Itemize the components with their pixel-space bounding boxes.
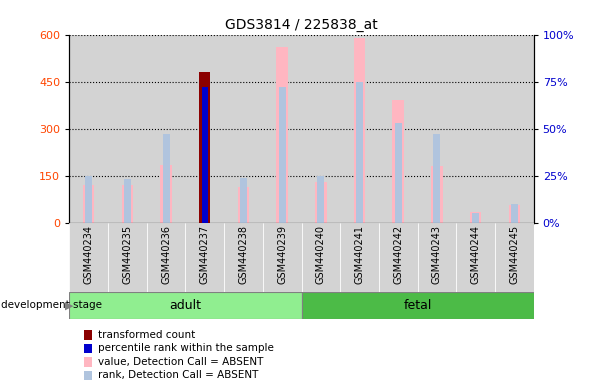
Text: transformed count: transformed count	[98, 330, 195, 340]
Bar	[495, 35, 534, 223]
Bar	[276, 47, 288, 223]
FancyBboxPatch shape	[379, 223, 417, 292]
Bar	[379, 35, 417, 223]
FancyBboxPatch shape	[302, 292, 534, 319]
Text: rank, Detection Call = ABSENT: rank, Detection Call = ABSENT	[98, 370, 258, 381]
Bar	[508, 205, 520, 223]
Bar	[224, 35, 263, 223]
Text: GSM440241: GSM440241	[355, 225, 365, 284]
Text: GSM440236: GSM440236	[161, 225, 171, 284]
FancyBboxPatch shape	[108, 223, 147, 292]
FancyBboxPatch shape	[456, 223, 495, 292]
Text: GSM440235: GSM440235	[122, 225, 133, 284]
Bar	[200, 72, 210, 223]
Text: GSM440242: GSM440242	[393, 225, 403, 284]
Text: GSM440237: GSM440237	[200, 225, 210, 284]
Bar	[240, 177, 247, 223]
Bar	[315, 182, 327, 223]
FancyBboxPatch shape	[186, 223, 224, 292]
Bar	[511, 204, 518, 223]
Bar	[470, 212, 481, 223]
Bar	[69, 35, 108, 223]
Text: GSM440244: GSM440244	[470, 225, 481, 284]
Text: GSM440245: GSM440245	[510, 225, 519, 284]
FancyBboxPatch shape	[417, 223, 456, 292]
FancyBboxPatch shape	[302, 223, 340, 292]
Bar	[122, 185, 133, 223]
FancyBboxPatch shape	[69, 292, 302, 319]
FancyBboxPatch shape	[224, 223, 263, 292]
Bar	[302, 35, 340, 223]
Bar	[472, 214, 479, 223]
Text: development stage: development stage	[1, 300, 102, 310]
Bar	[85, 176, 92, 223]
Text: fetal: fetal	[403, 299, 432, 312]
Bar	[160, 165, 172, 223]
Bar	[395, 123, 402, 223]
Bar	[202, 87, 207, 223]
Bar	[393, 101, 404, 223]
Bar	[356, 82, 363, 223]
Bar	[83, 185, 95, 223]
Text: GSM440239: GSM440239	[277, 225, 287, 284]
Bar	[108, 35, 147, 223]
Text: GSM440240: GSM440240	[316, 225, 326, 284]
Text: percentile rank within the sample: percentile rank within the sample	[98, 343, 274, 354]
Bar	[238, 187, 249, 223]
Bar	[186, 35, 224, 223]
Text: value, Detection Call = ABSENT: value, Detection Call = ABSENT	[98, 357, 263, 367]
Bar	[147, 35, 186, 223]
Bar	[163, 134, 169, 223]
Text: adult: adult	[169, 299, 201, 312]
Text: ▶: ▶	[65, 300, 74, 310]
Bar	[354, 38, 365, 223]
Text: GSM440234: GSM440234	[84, 225, 93, 284]
Bar	[456, 35, 495, 223]
Title: GDS3814 / 225838_at: GDS3814 / 225838_at	[225, 18, 378, 32]
FancyBboxPatch shape	[69, 223, 108, 292]
Bar	[317, 176, 324, 223]
Bar	[124, 179, 131, 223]
Text: GSM440238: GSM440238	[238, 225, 248, 284]
Bar	[279, 87, 286, 223]
Text: GSM440243: GSM440243	[432, 225, 442, 284]
FancyBboxPatch shape	[340, 223, 379, 292]
Bar	[417, 35, 456, 223]
FancyBboxPatch shape	[147, 223, 186, 292]
Bar	[263, 35, 302, 223]
FancyBboxPatch shape	[263, 223, 302, 292]
Bar	[434, 134, 440, 223]
FancyBboxPatch shape	[495, 223, 534, 292]
Bar	[431, 166, 443, 223]
Bar	[340, 35, 379, 223]
